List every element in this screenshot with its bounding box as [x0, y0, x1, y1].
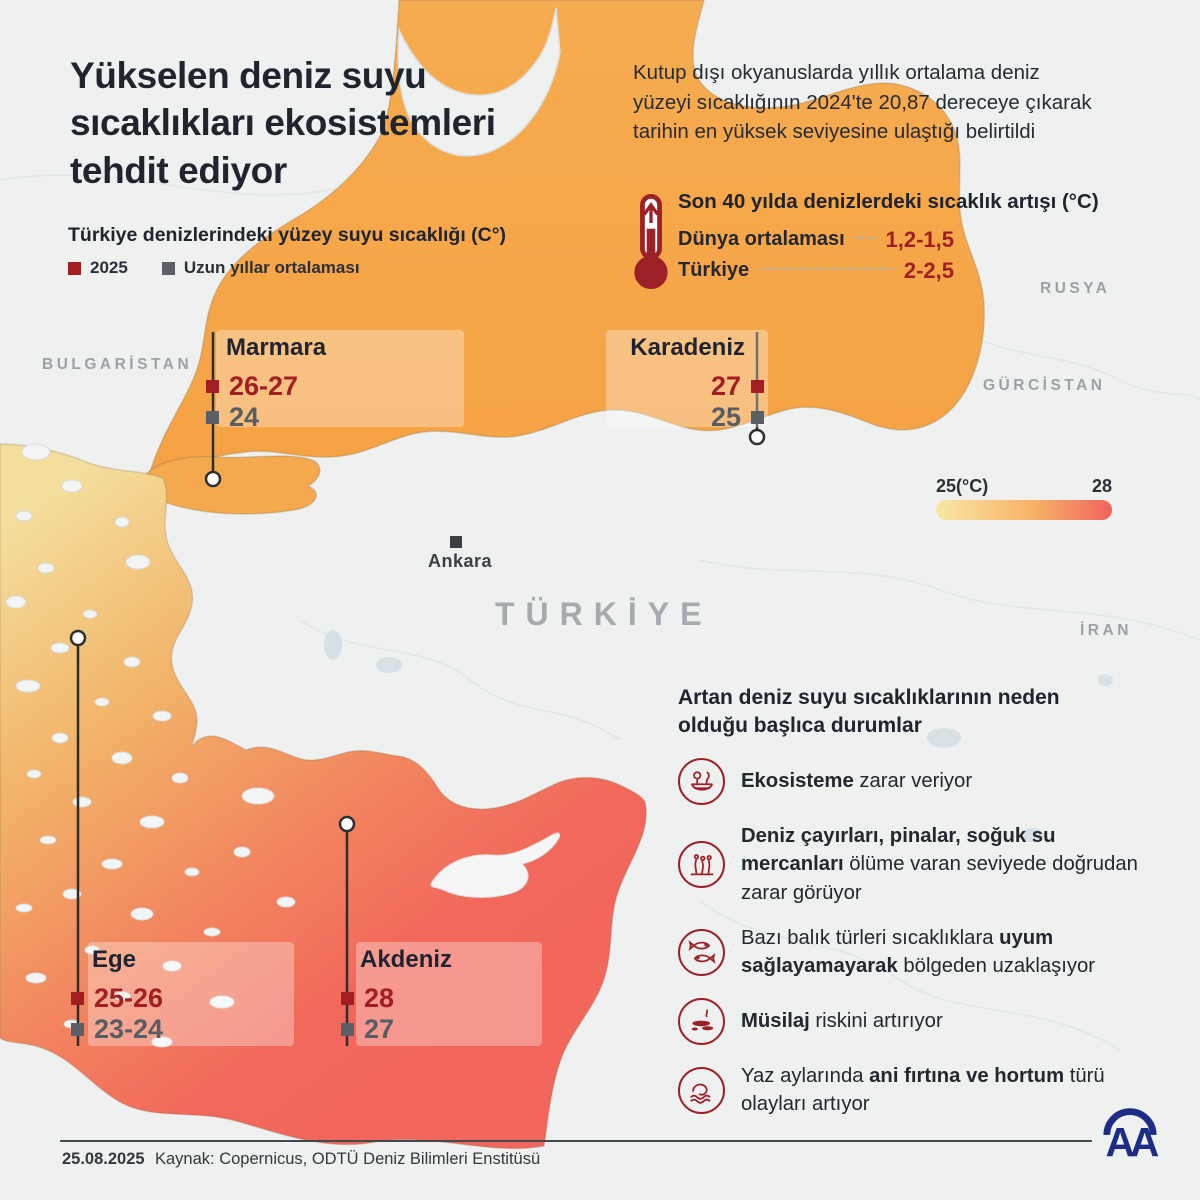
svg-text:AA: AA	[1106, 1119, 1159, 1160]
cause-item: Müsilaj riskini artırıyor	[678, 997, 1153, 1045]
sea-2025-value: 28	[364, 983, 395, 1013]
cyprus-island	[430, 832, 561, 898]
akdeniz-callout-bg	[356, 942, 542, 1046]
ankara-marker	[450, 536, 462, 548]
causes-title: Artan deniz suyu sıcaklıklarının neden o…	[678, 686, 1060, 738]
sea-avg-row: 24	[204, 402, 326, 433]
sea-avg-value: 25	[710, 402, 741, 432]
cause-text: Müsilaj riskini artırıyor	[741, 1010, 943, 1033]
fish-icon	[678, 928, 725, 976]
sea-name: Ege	[92, 946, 137, 973]
marmara-callout: Marmara 26-27 24	[204, 334, 326, 433]
cause-item: Bazı balık türleri sıcaklıklara uyum sağ…	[678, 924, 1153, 981]
value-avg-swatch	[206, 411, 219, 424]
footer-source: Kaynak: Copernicus, ODTÜ Deniz Bilimleri…	[155, 1150, 541, 1168]
increase-row-world: Dünya ortalaması 1,2-1,5	[678, 224, 954, 255]
footer-divider	[60, 1140, 1092, 1142]
increase-title: Son 40 yılda denizlerdeki sıcaklık artış…	[678, 190, 1099, 213]
sea-2025-row: 27	[598, 371, 770, 402]
series-legend: 2025 Uzun yıllar ortalaması	[68, 258, 360, 278]
legend-2025: 2025	[68, 258, 128, 278]
dash-leader	[854, 235, 876, 239]
cause-text: Bazı balık türleri sıcaklıklara uyum sağ…	[741, 926, 1096, 978]
sea-name: Marmara	[226, 334, 327, 361]
geo-label-iran: İRAN	[1080, 622, 1132, 639]
scale-gradient-bar	[936, 500, 1112, 520]
geo-label-gurcistan: GÜRCİSTAN	[983, 377, 1106, 394]
sea-avg-value: 23-24	[94, 1014, 164, 1044]
value-2025-swatch	[206, 380, 219, 393]
sea-2025-value: 27	[710, 371, 741, 401]
turkey-value: 2-2,5	[903, 257, 954, 283]
value-2025-swatch	[751, 380, 764, 393]
increase-rows: Dünya ortalaması 1,2-1,5 Türkiye 2-2,5	[678, 224, 954, 286]
chart-subtitle: Türkiye denizlerindeki yüzey suyu sıcakl…	[68, 224, 507, 246]
karadeniz-callout: Karadeniz 27 25	[598, 334, 770, 433]
geo-label-ankara: Ankara	[428, 551, 493, 571]
legend-2025-label: 2025	[90, 258, 128, 277]
intro-text: Kutup dışı okyanuslarda yıllık ortalama …	[633, 61, 1092, 144]
anadolu-agency-logo: AA	[1103, 1108, 1164, 1160]
cause-text: Yaz aylarında ani fırtına ve hortum türü…	[741, 1064, 1105, 1116]
world-label: Dünya ortalaması	[678, 228, 845, 250]
sea-2025-value: 26-27	[229, 371, 299, 401]
world-value: 1,2-1,5	[885, 226, 955, 252]
thermometer-icon	[634, 194, 668, 290]
cause-text: Ekosisteme zarar veriyor	[741, 769, 973, 792]
geo-label-rusya: RUSYA	[1040, 280, 1111, 297]
sea-2025-row: 25-26	[70, 983, 163, 1014]
sea-2025-row: 28	[340, 983, 452, 1014]
sea-name: Karadeniz	[630, 334, 745, 361]
sea-2025-row: 26-27	[204, 371, 326, 402]
sea-avg-row: 23-24	[70, 1014, 163, 1045]
scale-labels: 25(°C) 28	[936, 476, 1112, 497]
value-avg-swatch	[71, 1023, 84, 1036]
scale-max-label: 28	[1091, 476, 1112, 496]
akdeniz-callout: Akdeniz 28 27	[340, 946, 452, 1045]
marine-plants-icon	[678, 840, 725, 888]
karadeniz-callout-bg	[606, 330, 768, 427]
legend-average-label: Uzun yıllar ortalaması	[183, 258, 360, 277]
value-2025-swatch	[341, 992, 354, 1005]
sea-name: Akdeniz	[360, 946, 453, 973]
turkey-label: Türkiye	[678, 259, 750, 281]
aegean-mediterranean-shape	[0, 443, 647, 1150]
mucilage-icon	[678, 997, 725, 1045]
marmara-callout-bg	[216, 330, 464, 427]
sea-avg-row: 27	[340, 1014, 452, 1045]
marmara-sea-shape	[141, 455, 321, 515]
sea-2025-value: 25-26	[94, 983, 164, 1013]
legend-average: Uzun yıllar ortalaması	[161, 258, 360, 278]
black-sea-shape	[148, 0, 985, 474]
land-lakes	[324, 630, 1113, 842]
value-avg-swatch	[751, 411, 764, 424]
geo-label-turkiye: TÜRKİYE	[495, 596, 713, 632]
temperature-color-scale: 25(°C) 28	[936, 476, 1112, 520]
sea-avg-value: 24	[229, 402, 260, 432]
value-2025-swatch	[71, 992, 84, 1005]
footer-date: 25.08.2025	[62, 1150, 145, 1168]
cause-item: Yaz aylarında ani fırtına ve hortum türü…	[678, 1062, 1153, 1119]
ege-callout-bg	[88, 942, 294, 1046]
increase-row-turkey: Türkiye 2-2,5	[678, 255, 954, 286]
scale-min-label: 25(°C)	[936, 476, 989, 496]
sea-avg-value: 27	[364, 1014, 395, 1044]
ecosystem-icon	[678, 757, 725, 805]
page-title: Yükselen deniz suyu sıcaklıkları ekosist…	[70, 55, 496, 191]
leader-dots	[69, 428, 766, 833]
geo-label-bulgaristan: BULGARİSTAN	[42, 356, 193, 373]
legend-2025-swatch	[68, 261, 81, 275]
storm-wave-icon	[678, 1066, 725, 1114]
crimea-peninsula	[397, 7, 561, 157]
cause-item: Deniz çayırları, pinalar, soğuk su merca…	[678, 822, 1153, 907]
cause-item: Ekosisteme zarar veriyor	[678, 757, 1153, 805]
legend-average-swatch	[161, 261, 175, 275]
sea-avg-row: 25	[598, 402, 770, 433]
dash-leader	[759, 266, 894, 270]
value-avg-swatch	[341, 1023, 354, 1036]
ege-callout: Ege 25-26 23-24	[70, 946, 163, 1045]
cause-text: Deniz çayırları, pinalar, soğuk su merca…	[741, 824, 1138, 904]
causes-section: Artan deniz suyu sıcaklıklarının neden o…	[678, 684, 1153, 1119]
